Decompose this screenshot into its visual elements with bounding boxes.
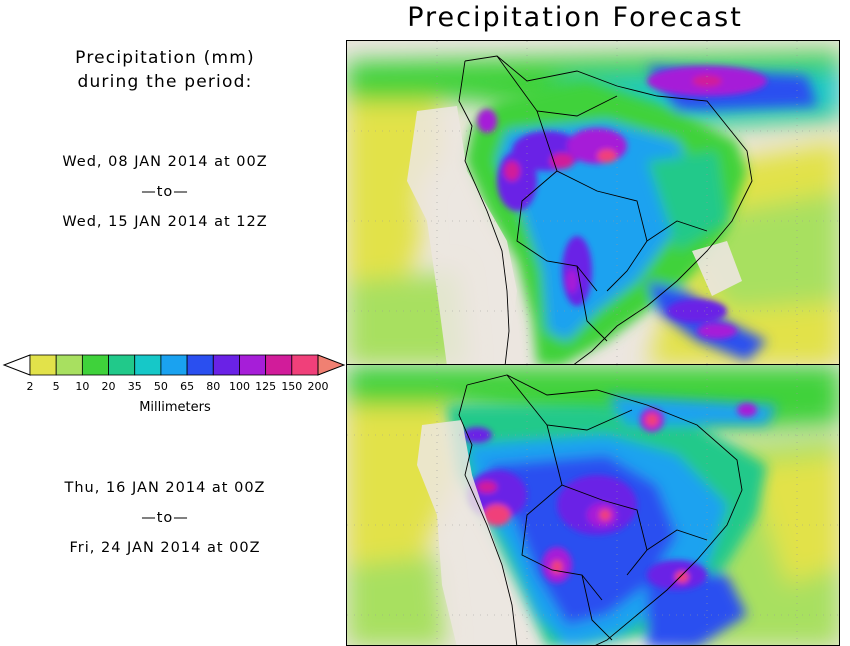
core-peak-2 [597,149,617,163]
legend-tick-label: 125 [255,380,276,393]
legend-swatch [29,354,57,376]
legend-swatch [55,354,83,376]
core-peru [477,109,497,133]
core-north-2 [737,403,757,417]
core-north-peak [645,413,659,427]
legend-tick-label: 150 [281,380,302,393]
country-borders [458,374,743,645]
dry-zone [417,420,517,645]
core-west-peak2 [477,481,497,493]
core-south-peak [566,269,578,293]
legend-swatch [212,354,240,376]
legend-tick-label: 10 [75,380,89,393]
legend-tick-label: 5 [53,380,60,393]
legend-tick-label: 200 [308,380,329,393]
core-central-peak [599,509,611,521]
dry-zone-atlantic [692,241,742,296]
precip-field [347,41,839,364]
period2-end: Fri, 24 JAN 2014 at 00Z [69,540,261,556]
core-amazon-2 [567,128,627,164]
legend-swatch [265,354,293,376]
precip-light-south [347,271,467,364]
country-borders [458,55,753,364]
period-header-line2: during the period: [77,72,253,92]
legend-tick-label: 50 [154,380,168,393]
legend-swatch [134,354,162,376]
precipitation-map-period2 [346,364,840,646]
precip-field [347,365,839,645]
period-header-line1: Precipitation (mm) [75,48,255,68]
legend-unit-label: Millimeters [139,400,211,415]
period1-range: Wed, 08 JAN 2014 at 00Z —to— Wed, 15 JAN… [20,147,310,237]
period2-separator: —to— [141,510,189,526]
core-peak-3 [504,161,520,181]
legend-swatch [160,354,188,376]
legend-left-arrow [2,354,31,376]
period2-range: Thu, 16 JAN 2014 at 00Z —to— Fri, 24 JAN… [20,473,310,563]
legend-tick-label: 35 [128,380,142,393]
period-header: Precipitation (mm) during the period: [20,46,310,94]
period1-separator: —to— [141,184,189,200]
core-north-2 [692,75,722,87]
page-title: Precipitation Forecast [407,2,743,33]
precipitation-map-period1 [346,40,840,365]
legend-tick-label: 20 [102,380,116,393]
legend-swatch [186,354,214,376]
color-scale-legend: 2 5 10 20 35 50 65 80 100 125 150 200 Millimeters [2,354,346,415]
legend-tick-label: 80 [206,380,220,393]
legend-right-arrow [317,354,346,376]
legend-tick-label: 65 [180,380,194,393]
core-atlantic-2 [697,323,737,339]
period1-start: Wed, 08 JAN 2014 at 00Z [62,154,268,170]
period1-end: Wed, 15 JAN 2014 at 12Z [62,214,268,230]
period2-start: Thu, 16 JAN 2014 at 00Z [64,480,266,496]
core-west-peak [483,504,511,526]
precip-green-sw [347,555,447,645]
dry-zone [407,106,517,364]
precip-yellow-east [747,455,839,585]
legend-swatch [291,354,319,376]
core-south [562,236,592,306]
core-peak-1 [550,153,574,169]
core-andes [497,151,537,211]
legend-tick-label: 2 [27,380,34,393]
legend-swatch [239,354,267,376]
legend-swatch [108,354,136,376]
legend-tick-label: 100 [229,380,250,393]
core-southeast-peak [675,571,689,583]
continent-rain-teal [647,151,727,251]
legend-swatch [81,354,109,376]
